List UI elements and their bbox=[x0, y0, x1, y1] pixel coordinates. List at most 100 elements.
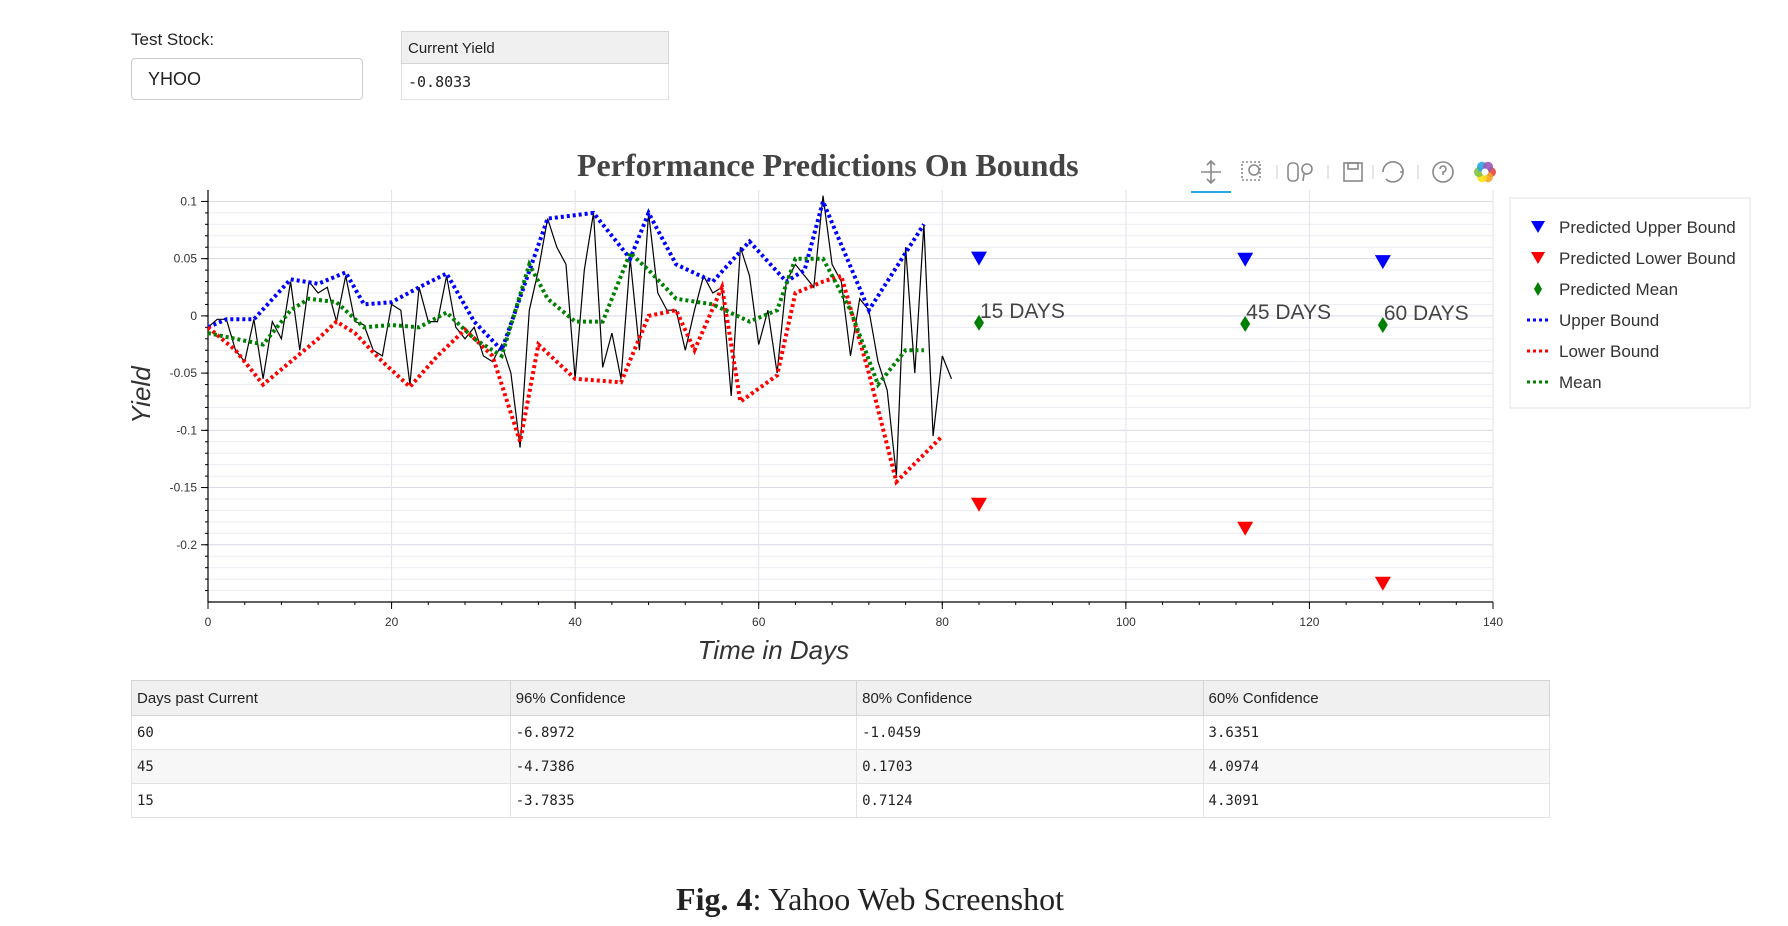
table-cell: -1.0459 bbox=[856, 715, 1204, 750]
prediction-label: 60 DAYS bbox=[1384, 302, 1469, 325]
save-glyph bbox=[1343, 162, 1363, 182]
prediction-label: 45 DAYS bbox=[1246, 301, 1331, 324]
y-axis-label: Yield bbox=[126, 365, 156, 424]
legend-label: Predicted Mean bbox=[1559, 280, 1678, 299]
legend-triangle-icon bbox=[1531, 221, 1545, 233]
x-tick-label: 120 bbox=[1299, 615, 1319, 629]
predicted-upper-marker bbox=[971, 251, 987, 266]
bokeh-logo-icon[interactable] bbox=[1474, 161, 1496, 183]
table-cell: 0.1703 bbox=[856, 749, 1204, 784]
legend-diamond-icon bbox=[1534, 282, 1542, 296]
stock-input[interactable] bbox=[131, 58, 363, 100]
x-tick-label: 80 bbox=[936, 615, 950, 629]
predicted-lower-marker bbox=[1374, 576, 1391, 591]
y-tick-label: 0.05 bbox=[174, 252, 198, 266]
x-tick-label: 100 bbox=[1116, 615, 1136, 629]
x-axis-label: Time in Days bbox=[698, 635, 849, 665]
wheel-zoom-icon[interactable] bbox=[1287, 162, 1313, 182]
help-mark-glyph bbox=[1439, 165, 1447, 175]
legend-triangle-icon bbox=[1531, 252, 1545, 264]
table-cell: -6.8972 bbox=[509, 715, 858, 750]
legend-item[interactable]: Predicted Upper Bound bbox=[1531, 218, 1736, 237]
reset-icon[interactable] bbox=[1382, 161, 1404, 183]
box-zoom-icon[interactable] bbox=[1241, 161, 1261, 181]
table-cell: 4.0974 bbox=[1202, 749, 1551, 784]
help-icon[interactable] bbox=[1432, 161, 1454, 183]
performance-chart: 0.1 0.05 0 -0.05 -0.1 -0.15 -0.2 0 20 40 60 80 100 12… bbox=[126, 147, 1751, 665]
legend-item[interactable]: Lower Bound bbox=[1527, 342, 1659, 361]
legend-item[interactable]: Upper Bound bbox=[1527, 311, 1659, 330]
save-icon[interactable] bbox=[1343, 162, 1363, 182]
y-tick-label: 0 bbox=[190, 309, 197, 323]
chart-toolbar bbox=[1191, 159, 1496, 193]
table-cell: 45 bbox=[131, 749, 511, 784]
grid bbox=[207, 190, 1494, 602]
reset-glyph bbox=[1382, 161, 1404, 183]
figure-caption-text: : Yahoo Web Screenshot bbox=[752, 881, 1064, 917]
zoom-glyph bbox=[1248, 164, 1260, 176]
table-row[interactable]: 45 -4.7386 0.1703 4.0974 bbox=[131, 749, 1551, 784]
table-row[interactable]: 15 -3.7835 0.7124 4.3091 bbox=[131, 783, 1551, 818]
legend-label: Predicted Upper Bound bbox=[1559, 218, 1736, 237]
legend-box bbox=[1509, 197, 1751, 409]
y-tick-label: -0.2 bbox=[176, 538, 197, 552]
table-row[interactable]: 60 -6.8972 -1.0459 3.6351 bbox=[131, 715, 1551, 750]
column-header[interactable]: 96% Confidence bbox=[509, 680, 858, 716]
x-tick-label: 40 bbox=[568, 615, 582, 629]
table-cell: 60 bbox=[131, 715, 511, 750]
x-tick-label: 0 bbox=[205, 615, 212, 629]
predicted-upper-marker bbox=[1237, 252, 1254, 267]
table-cell: 15 bbox=[131, 783, 511, 818]
current-yield-header: Current Yield bbox=[401, 31, 669, 64]
current-yield-value: -0.8033 bbox=[401, 64, 669, 100]
column-header[interactable]: Days past Current bbox=[131, 680, 511, 716]
y-tick-label: -0.05 bbox=[170, 366, 198, 380]
pan-glyph bbox=[1201, 159, 1221, 185]
chart-title: Performance Predictions On Bounds bbox=[577, 147, 1079, 183]
y-tick-label: 0.1 bbox=[180, 194, 197, 208]
table-cell: -3.7835 bbox=[509, 783, 858, 818]
zoom-handle-glyph bbox=[1302, 173, 1305, 182]
x-tick-label: 60 bbox=[752, 615, 766, 629]
predicted-mean-marker bbox=[974, 314, 984, 331]
legend-item[interactable]: Mean bbox=[1527, 373, 1602, 392]
predicted-upper-marker bbox=[1374, 255, 1391, 270]
box-glyph bbox=[1241, 161, 1261, 181]
wheel-glyph bbox=[1287, 162, 1299, 182]
legend: Predicted Upper Bound Predicted Lower Bou… bbox=[1509, 197, 1751, 409]
save-shutter-glyph bbox=[1347, 162, 1359, 170]
predicted-lower-marker bbox=[1237, 521, 1254, 536]
legend-label: Upper Bound bbox=[1559, 311, 1659, 330]
table-cell: -4.7386 bbox=[509, 749, 858, 784]
legend-item[interactable]: Predicted Lower Bound bbox=[1531, 249, 1736, 268]
table-header-row: Days past Current 96% Confidence 80% Confi… bbox=[131, 680, 1551, 716]
table-cell: 0.7124 bbox=[856, 783, 1204, 818]
figure-label: Fig. 4 bbox=[676, 881, 753, 917]
predicted-mean-marker bbox=[1377, 317, 1388, 334]
figure-caption: Fig. 4: Yahoo Web Screenshot bbox=[0, 881, 1740, 918]
y-tick-label: -0.1 bbox=[176, 423, 197, 437]
table-cell: 4.3091 bbox=[1202, 783, 1551, 818]
pan-icon[interactable] bbox=[1201, 159, 1221, 185]
predicted-lower-marker bbox=[971, 497, 987, 512]
legend-label: Mean bbox=[1559, 373, 1602, 392]
legend-label: Predicted Lower Bound bbox=[1559, 249, 1736, 268]
table-cell: 3.6351 bbox=[1202, 715, 1551, 750]
legend-label: Lower Bound bbox=[1559, 342, 1659, 361]
prediction-label: 15 DAYS bbox=[980, 300, 1065, 323]
current-yield-table: Current Yield -0.8033 bbox=[401, 31, 669, 100]
logo-center bbox=[1481, 168, 1489, 176]
table-body: 60 -6.8972 -1.0459 3.6351 45 -4.7386 0.1703 4.0… bbox=[131, 715, 1551, 818]
zoom-glyph bbox=[1301, 163, 1313, 175]
y-tick-label: -0.15 bbox=[170, 481, 198, 495]
legend-item[interactable]: Predicted Mean bbox=[1534, 280, 1678, 299]
stock-label: Test Stock: bbox=[131, 30, 215, 49]
predicted-mean-marker bbox=[1240, 315, 1251, 332]
x-tick-label: 140 bbox=[1483, 615, 1503, 629]
column-header[interactable]: 80% Confidence bbox=[856, 680, 1204, 716]
column-header[interactable]: 60% Confidence bbox=[1202, 680, 1551, 716]
confidence-table: Days past Current 96% Confidence 80% Confi… bbox=[131, 680, 1551, 818]
series-line-lower-bound bbox=[206, 273, 944, 486]
x-tick-label: 20 bbox=[385, 615, 399, 629]
help-glyph bbox=[1432, 161, 1454, 183]
